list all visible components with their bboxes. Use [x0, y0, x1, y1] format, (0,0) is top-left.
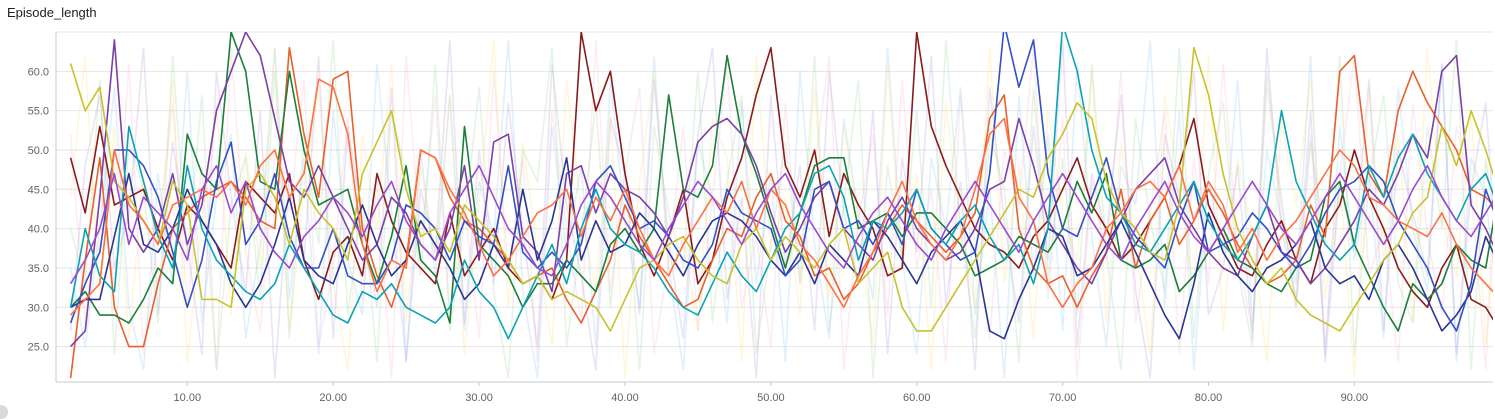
x-tick-label: 60.00	[903, 392, 931, 404]
series-layer	[69, 32, 1493, 379]
y-tick-label: 60.0	[28, 66, 49, 78]
x-tick-label: 30.00	[465, 392, 493, 404]
x-tick-label: 70.00	[1049, 392, 1077, 404]
y-tick-label: 40.0	[28, 224, 49, 236]
series-line	[69, 32, 1493, 340]
x-tick-label: 90.00	[1341, 392, 1369, 404]
series-line	[70, 78, 1493, 316]
resize-handle[interactable]	[0, 405, 8, 419]
y-tick-label: 30.0	[28, 302, 49, 314]
series-line	[69, 164, 1493, 285]
faded-series-line	[69, 39, 1493, 379]
faded-series-line	[69, 39, 1493, 379]
y-tick-label: 50.0	[28, 145, 49, 157]
x-tick-label: 50.00	[757, 392, 785, 404]
faded-series-line	[69, 39, 1493, 379]
y-tick-label: 35.0	[28, 263, 49, 275]
series-line	[69, 46, 1493, 332]
faded-series-layer	[69, 39, 1493, 379]
y-tick-label: 45.0	[28, 184, 49, 196]
faded-series-line	[69, 39, 1493, 379]
series-line	[69, 32, 1493, 332]
y-tick-label: 55.0	[28, 106, 49, 118]
chart-title: Episode_length	[7, 5, 97, 20]
y-tick-label: 25.0	[28, 342, 49, 354]
x-tick-label: 80.00	[1195, 392, 1223, 404]
x-tick-label: 10.00	[174, 392, 202, 404]
axes: 25.0 30.0 35.0 40.0 45.0 50.0 55.0 60.0 10.00 20.…	[28, 32, 1493, 404]
x-tick-label: 20.00	[319, 392, 347, 404]
x-tick-label: 40.00	[611, 392, 639, 404]
